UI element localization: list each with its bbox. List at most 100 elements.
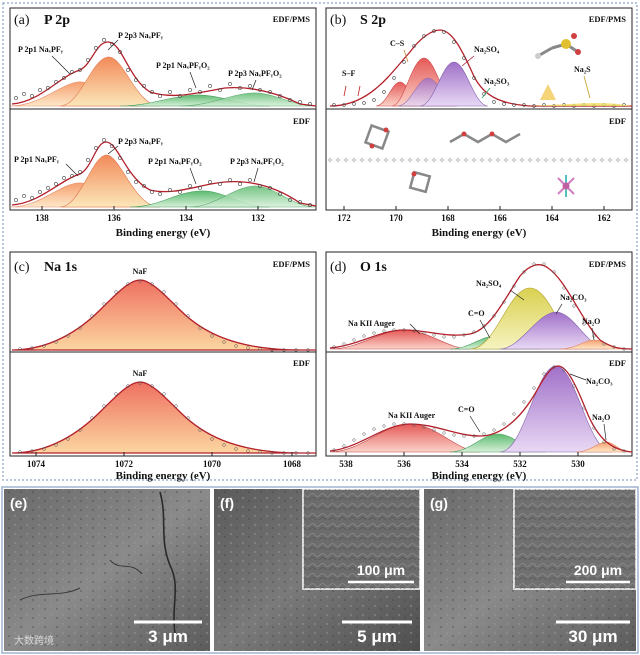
- tick-d-2: 534: [455, 459, 469, 469]
- envelope-d-bot: [329, 365, 633, 453]
- panel-d-label: (d): [330, 260, 347, 275]
- envelope-b-top: [329, 29, 632, 107]
- arrow-d-bot-na2co3: [569, 373, 587, 381]
- panel-e-scale-label: 3 μm: [148, 627, 188, 646]
- ann-b-na2so3: Na₂SO₃: [484, 77, 510, 86]
- molecule-bottom-icons: [363, 123, 575, 197]
- ann-d-top-auger: Na KII Auger: [348, 319, 396, 328]
- panel-d: (d) O 1s EDF/PMS EDF Na₂SO₄ Na KII Auger…: [325, 251, 633, 482]
- datapoints-b-bot: [328, 158, 628, 162]
- panel-c-xlabel: Binding energy (eV): [116, 470, 211, 482]
- tick-d-1: 536: [397, 459, 411, 469]
- ann-a-top-2: P 2p3 NaₓPFᵧ: [118, 31, 164, 40]
- peak-b-na2s: [520, 103, 632, 106]
- panel-c: (c) Na 1s EDF/PMS EDF NaF NaF 1074 1072 …: [9, 251, 317, 482]
- tick-d-3: 532: [513, 459, 527, 469]
- datapoints-d-top: [332, 262, 626, 351]
- watermark: 大数跨境: [14, 634, 54, 647]
- arrow-b-na2s: [583, 75, 591, 99]
- arrow-d-bot-co: [469, 415, 481, 433]
- arrow-a-top-3: [189, 71, 197, 89]
- peak-a-bot-p2p3: [59, 154, 161, 208]
- ann-d-top-co: C=O: [468, 309, 485, 318]
- panel-b-title: S 2p: [360, 13, 386, 28]
- panel-c-label: (c): [14, 260, 30, 275]
- panel-b-top-condition: EDF/PMS: [589, 14, 627, 24]
- arrow-a-bot-4: [253, 167, 259, 183]
- tick-a-0: 138: [35, 213, 49, 223]
- panel-b-xlabel: Binding energy (eV): [432, 227, 527, 239]
- sem-row: (e) 3 μm 大数跨境 (f) 100 μm 5 μm (g) 200 μm: [1, 486, 639, 654]
- arrow-d-bot-na2o: [603, 423, 607, 441]
- panel-a-title: P 2p: [44, 13, 70, 28]
- ann-a-bot-3: P 2p1 NaₓPFᵧO₂: [148, 157, 202, 166]
- tick-b-2: 168: [441, 213, 455, 223]
- ann-d-bot-co: C=O: [458, 405, 475, 414]
- panel-g-scale-label: 30 μm: [568, 627, 617, 646]
- ann-a-top-1: P 2p1 NaₓPFᵧ: [18, 45, 64, 54]
- xps-frame: [2, 2, 638, 481]
- datapoints-d-bot: [332, 365, 626, 453]
- peak-c-bot-naf: [11, 381, 316, 454]
- ann-b-na2s: Na₂S: [574, 65, 591, 74]
- tick-c-3: 1068: [283, 459, 302, 469]
- panel-d-title: O 1s: [360, 260, 387, 275]
- panel-d-xticks: 538 536 534 532 530: [339, 452, 585, 469]
- ann-a-bot-4: P 2p3 NaₓPFᵧO₂: [230, 157, 284, 166]
- tick-c-2: 1070: [203, 459, 222, 469]
- tick-b-0: 172: [337, 213, 351, 223]
- arrow-b-cs: [403, 49, 409, 63]
- panel-e-label: (e): [10, 495, 27, 511]
- tick-b-3: 166: [493, 213, 507, 223]
- panel-d-xlabel: Binding energy (eV): [432, 470, 527, 482]
- ann-d-bot-auger: Na KII Auger: [388, 411, 436, 420]
- ann-a-bot-1: P 2p1 NaₓPFᵧ: [14, 155, 60, 164]
- panel-c-bottom-condition: EDF: [293, 358, 310, 368]
- panel-b-bottom-condition: EDF: [609, 116, 626, 126]
- panel-f-inset-scale-label: 100 μm: [357, 562, 405, 578]
- panel-a-top-condition: EDF/PMS: [273, 14, 311, 24]
- peak-b-na2so4: [419, 61, 489, 107]
- panel-b: (b) S 2p EDF/PMS EDF S–F C–S Na₂SO₄ Na₂S…: [325, 7, 633, 239]
- arrow-b-na2so4: [461, 55, 475, 67]
- arrow-a-top-2: [107, 39, 119, 51]
- ann-a-top-3: P 2p1 NaₓPFᵧO₂: [156, 61, 210, 70]
- glow-b-na2s: [540, 84, 556, 100]
- panel-d-axes: [325, 251, 633, 457]
- ann-a-top-4: P 2p3 NaₓPFᵧO₂: [228, 69, 282, 78]
- panel-e-crack: [159, 491, 177, 641]
- panel-b-xticks: 172 170 168 166 164 162: [337, 206, 611, 223]
- peak-d-bot-auger: [329, 423, 481, 453]
- arrow-b-na2so3: [481, 87, 491, 99]
- tick-a-1: 136: [107, 213, 121, 223]
- panel-c-xticks: 1074 1072 1070 1068: [27, 452, 302, 469]
- panel-a-xlabel: Binding energy (eV): [116, 227, 211, 239]
- tick-a-2: 134: [179, 213, 193, 223]
- arrow-d-top-na2co3: [555, 303, 563, 315]
- envelope-a-top: [11, 41, 317, 107]
- ann-d-bot-na2o: Na₂O: [592, 413, 610, 422]
- arrow-a-bot-3: [189, 167, 197, 185]
- datapoints-c-top: [18, 279, 310, 352]
- peak-c-top-naf: [11, 279, 316, 351]
- arrow-a-top-4: [251, 79, 257, 91]
- ann-d-top-na2so4: Na₂SO₄: [476, 279, 502, 288]
- panel-e: (e) 3 μm 大数跨境: [4, 489, 210, 651]
- tick-d-4: 530: [571, 459, 585, 469]
- panel-f-scale-label: 5 μm: [357, 627, 397, 646]
- panel-f-label: (f): [220, 495, 234, 511]
- tick-c-0: 1074: [27, 459, 46, 469]
- datapoints-c-bot: [18, 381, 310, 455]
- panel-d-top-condition: EDF/PMS: [589, 259, 627, 269]
- arrow-a-bot-2: [107, 145, 119, 155]
- panel-g-inset-scale-label: 200 μm: [574, 562, 622, 578]
- tick-c-1: 1072: [115, 459, 134, 469]
- datapoints-a-bot: [14, 138, 312, 207]
- ann-c-bot-naf: NaF: [133, 369, 148, 378]
- panel-a-xticks: 138 136 134 132: [35, 206, 265, 223]
- molecule-top-icon: [535, 33, 581, 59]
- panel-c-title: Na 1s: [44, 260, 78, 275]
- ann-d-top-na2o: Na₂O: [582, 317, 600, 326]
- datapoints-a-top: [14, 38, 312, 106]
- panel-a-label: (a): [14, 13, 30, 28]
